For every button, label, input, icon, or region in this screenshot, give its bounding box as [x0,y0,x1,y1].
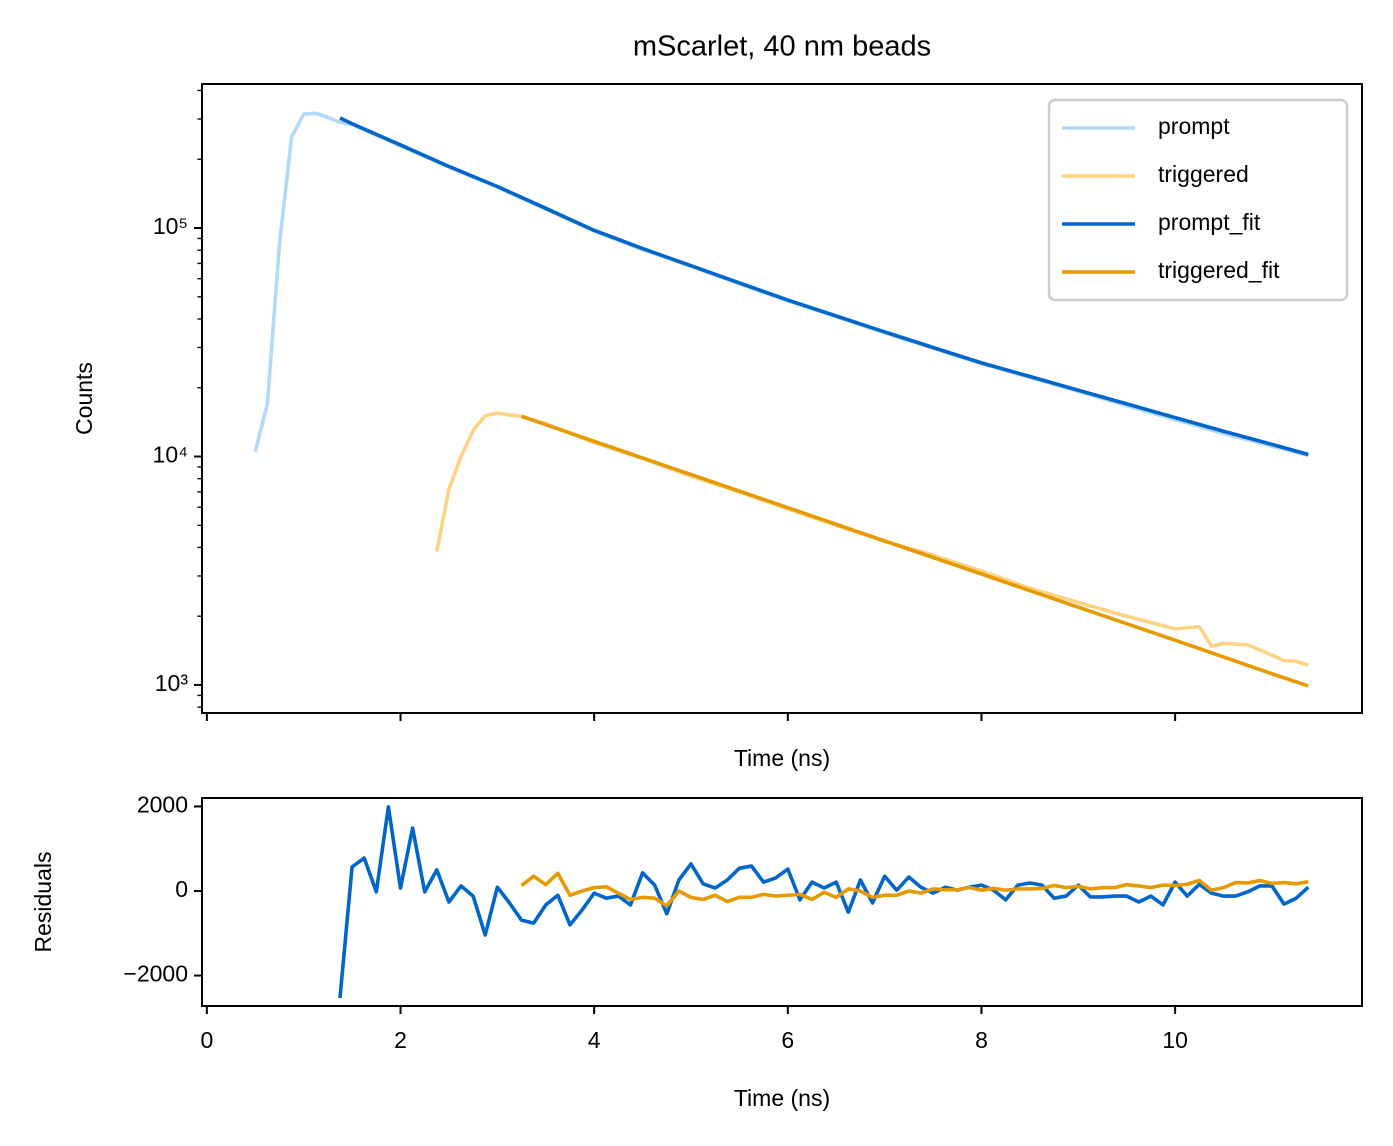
series-line [338,805,1310,999]
y-tick-label: 10³ [155,670,189,696]
y-tick-label: 10⁵ [153,213,188,239]
y-tick-label: 10⁴ [153,442,188,468]
y-tick-label: −2000 [123,961,188,987]
x-tick-label: 2 [394,1027,407,1053]
x-tick-label: 6 [781,1027,794,1053]
legend-box [1047,98,1349,302]
legend-label: prompt_fit [1158,209,1261,235]
legend-label: triggered [1158,161,1249,187]
x-tick-label: 0 [200,1027,213,1053]
x-tick-label: 10 [1162,1027,1188,1053]
legend-label: triggered_fit [1158,257,1280,283]
series-line [520,871,1309,908]
y-tick-label: 0 [175,876,188,902]
chart-title: mScarlet, 40 nm beads [633,31,931,63]
x-tick-label: 8 [975,1027,988,1053]
axes-frame [201,83,1363,714]
y-axis-label: Residuals [30,852,56,953]
x-axis-label: Time (ns) [734,745,830,771]
plot-area [338,805,1310,999]
x-axis-label: Time (ns) [734,1085,830,1111]
plot-area [253,111,1309,688]
axes-frame [201,797,1363,1007]
y-axis-label: Counts [71,362,97,435]
series-line [339,116,1309,457]
y-tick-label: 2000 [137,792,188,818]
legend-label: prompt [1158,113,1230,139]
series-line [520,414,1309,688]
series-line [435,411,1309,667]
x-tick-label: 4 [588,1027,601,1053]
